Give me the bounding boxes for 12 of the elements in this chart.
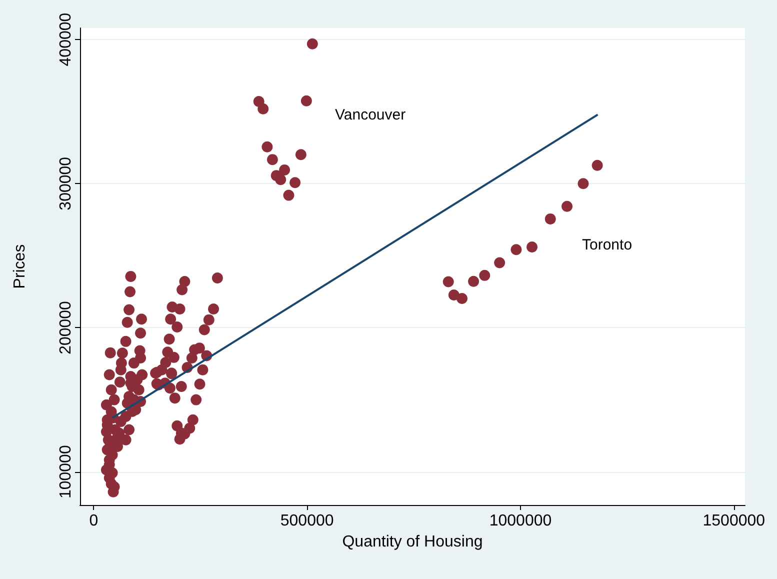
- y-tick-label: 400000: [58, 12, 74, 66]
- y-axis-title: Prices: [12, 244, 28, 289]
- x-tick-label: 0: [89, 512, 98, 530]
- y-tick-label: 200000: [58, 300, 74, 354]
- y-tick-label: 300000: [58, 156, 74, 210]
- annotation: Vancouver: [335, 106, 406, 124]
- x-tick-label: 1000000: [489, 512, 552, 530]
- annotation: Toronto: [582, 236, 632, 254]
- x-tick-label: 1500000: [702, 512, 766, 530]
- x-axis-title: Quantity of Housing: [342, 533, 483, 550]
- y-tick-label: 100000: [58, 445, 74, 499]
- x-tick-label: 500000: [280, 512, 334, 530]
